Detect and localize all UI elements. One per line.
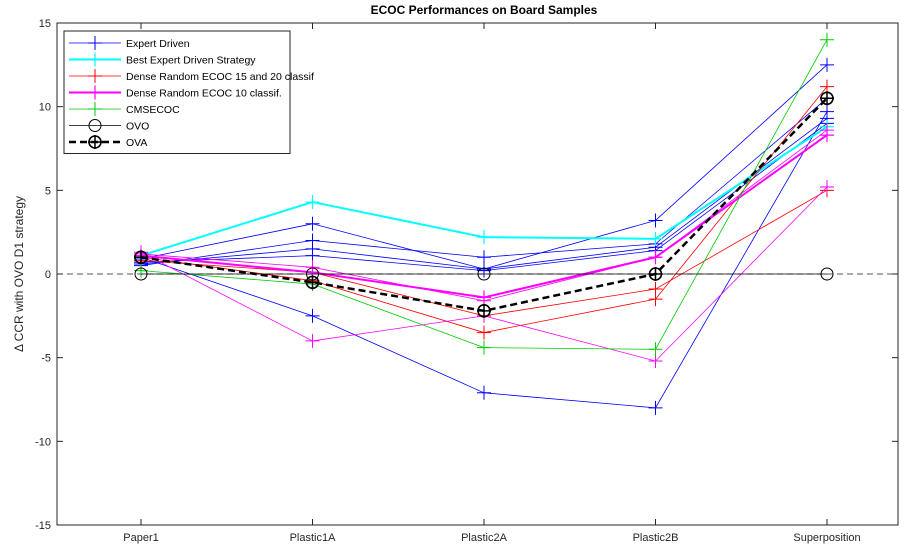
legend-item: Dense Random ECOC 15 and 20 classif bbox=[69, 69, 314, 83]
series-1-marker bbox=[477, 250, 491, 265]
series-13 bbox=[134, 91, 834, 318]
series-12-marker bbox=[134, 267, 148, 281]
series-5-marker bbox=[648, 231, 663, 246]
legend-marker bbox=[88, 36, 102, 50]
y-tick-label: -10 bbox=[35, 436, 51, 448]
legend-item: Expert Driven bbox=[69, 36, 190, 50]
legend-marker bbox=[88, 119, 102, 132]
legend-marker bbox=[88, 135, 102, 149]
series-5-marker bbox=[305, 195, 320, 210]
series-13-marker bbox=[820, 91, 834, 106]
series-0-marker bbox=[305, 216, 320, 231]
series-13-marker bbox=[820, 91, 834, 106]
series-3-marker bbox=[305, 248, 320, 263]
plot-area: -15 -10 -5 0 5 10 15 Paper1 Plastic1A Plastic2A Pl… bbox=[35, 18, 899, 544]
legend-marker bbox=[88, 135, 102, 149]
series-13-marker bbox=[134, 250, 148, 265]
x-tick-label: Plastic1A bbox=[290, 532, 337, 544]
legend-item: OVO bbox=[69, 119, 149, 133]
series-13-marker bbox=[477, 304, 491, 318]
series-13-marker bbox=[134, 250, 148, 265]
series-9-marker bbox=[648, 354, 663, 369]
series-5-marker bbox=[477, 230, 491, 245]
series-13-marker bbox=[305, 275, 320, 290]
series-10-marker bbox=[305, 260, 320, 275]
series-9-marker bbox=[820, 179, 834, 194]
legend-item: CMSECOC bbox=[69, 102, 180, 116]
y-tick-label: 0 bbox=[45, 269, 51, 281]
series-10-marker bbox=[648, 250, 663, 265]
series-6-marker bbox=[477, 325, 491, 340]
legend-item: OVA bbox=[69, 135, 147, 149]
series-12-marker bbox=[477, 267, 491, 281]
chart-title: ECOC Performances on Board Samples bbox=[371, 3, 598, 17]
legend-marker bbox=[88, 69, 102, 83]
y-tick-label: 15 bbox=[39, 18, 51, 30]
x-tick-label: Superposition bbox=[793, 532, 860, 544]
series-4-marker bbox=[305, 308, 320, 323]
legend-label: Dense Random ECOC 10 classif. bbox=[126, 88, 282, 100]
legend-label: CMSECOC bbox=[126, 104, 180, 116]
x-tick-label: Paper1 bbox=[123, 532, 158, 544]
legend-label: Dense Random ECOC 15 and 20 classif bbox=[126, 71, 314, 83]
series-12-marker bbox=[820, 267, 834, 281]
legend: Expert Driven Best Expert Driven Strategy… bbox=[63, 30, 314, 154]
legend-marker bbox=[88, 52, 102, 67]
series-13-marker bbox=[648, 267, 663, 281]
x-tick-label: Plastic2A bbox=[461, 532, 508, 544]
series-11-marker bbox=[648, 342, 663, 357]
y-axis-label: Δ CCR with OVO D1 strategy bbox=[12, 196, 26, 352]
series-4-marker bbox=[477, 385, 491, 400]
series-7-marker bbox=[648, 282, 663, 297]
series-4-marker bbox=[820, 104, 834, 119]
series-11-marker bbox=[477, 340, 491, 355]
legend-label: OVO bbox=[126, 121, 149, 133]
y-tick-label: -5 bbox=[41, 353, 51, 365]
legend-label: Best Expert Driven Strategy bbox=[126, 55, 256, 67]
legend-item: Dense Random ECOC 10 classif. bbox=[69, 85, 282, 100]
legend-label: OVA bbox=[126, 137, 147, 149]
series-0-marker bbox=[820, 57, 834, 72]
legend-item: Best Expert Driven Strategy bbox=[69, 52, 256, 67]
series-9-marker bbox=[305, 333, 320, 348]
legend-marker bbox=[88, 102, 102, 116]
series-13-marker bbox=[305, 275, 320, 290]
series-10 bbox=[134, 123, 834, 308]
x-tick-label: Plastic2B bbox=[633, 532, 679, 544]
series-4-marker bbox=[648, 400, 663, 415]
legend-label: Expert Driven bbox=[126, 38, 190, 50]
series-11-marker bbox=[820, 32, 834, 47]
legend-marker bbox=[88, 85, 102, 100]
legend-box bbox=[63, 30, 291, 154]
series-13-marker bbox=[648, 267, 663, 281]
y-tick-label: 5 bbox=[45, 185, 51, 197]
y-tick-label: -15 bbox=[35, 520, 51, 532]
series-13-marker bbox=[477, 303, 491, 318]
series-6-marker bbox=[820, 79, 834, 94]
series-0-marker bbox=[648, 213, 663, 228]
y-tick-label: 10 bbox=[39, 102, 51, 114]
series-10-marker bbox=[820, 123, 834, 138]
